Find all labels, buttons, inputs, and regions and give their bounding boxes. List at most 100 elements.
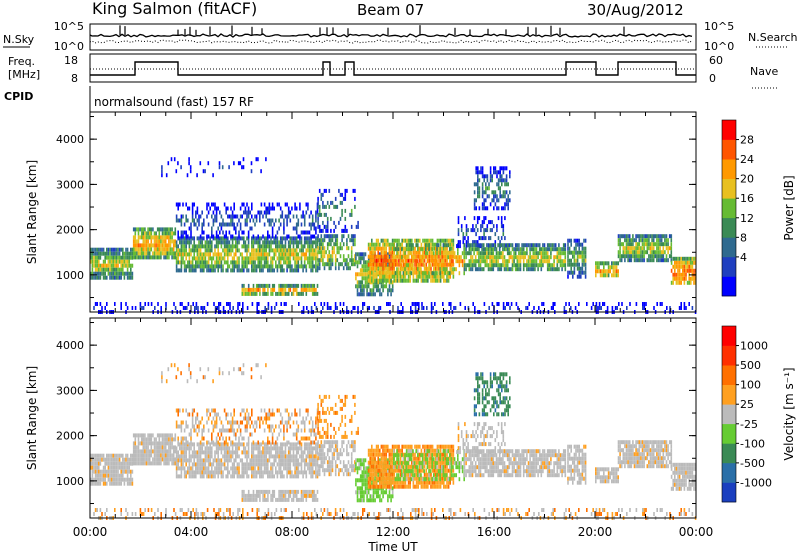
velocity-cell [99, 461, 102, 466]
velocity-cell [140, 433, 143, 438]
power-cell [371, 258, 373, 263]
power-cell [410, 271, 413, 276]
velocity-cell [252, 458, 255, 463]
power-cell [300, 236, 303, 241]
power-cell [163, 247, 165, 252]
power-cell [244, 256, 247, 261]
velocity-cell [251, 466, 253, 471]
power-cell [670, 280, 673, 285]
power-cell [492, 224, 495, 229]
power-cell [451, 270, 453, 275]
power-cell [317, 246, 319, 251]
velocity-cell [158, 453, 161, 458]
power-cell [342, 196, 345, 201]
velocity-cell [90, 461, 92, 466]
power-cell [380, 258, 383, 263]
power-cell [297, 260, 300, 265]
power-cell [420, 270, 423, 275]
power-cell [499, 186, 501, 191]
power-cell [90, 247, 92, 252]
power-cell [196, 206, 199, 211]
power-cell [366, 288, 368, 293]
power-cell [349, 266, 351, 271]
power-cell [648, 238, 650, 243]
power-cell [198, 256, 200, 261]
power-cell [182, 248, 184, 253]
velocity-cell [252, 466, 255, 471]
power-cell [287, 283, 290, 288]
power-cell [134, 227, 137, 232]
power-cell [391, 288, 394, 293]
velocity-cell [294, 466, 296, 471]
power-cell [356, 292, 359, 297]
power-cell [436, 243, 438, 248]
power-cell [262, 268, 264, 273]
power-cell [323, 238, 326, 243]
power-cell [271, 256, 274, 261]
velocity-cell [126, 461, 129, 466]
power-cell [470, 251, 472, 256]
velocity-cell [246, 458, 248, 463]
velocity-cell [101, 473, 103, 478]
power-cell [350, 208, 353, 213]
power-cell [611, 265, 613, 270]
power-cell [350, 254, 353, 259]
velocity-cell [155, 461, 157, 466]
power-cell [511, 255, 514, 260]
power-cell [581, 266, 584, 271]
power-cell [421, 255, 424, 260]
power-cell [621, 302, 623, 306]
power-cell [182, 214, 184, 219]
power-cell [286, 222, 288, 227]
power-cell [554, 255, 557, 260]
power-cell [533, 306, 535, 310]
power-cell [317, 216, 319, 221]
velocity-cell [166, 453, 169, 458]
power-cell [388, 242, 391, 247]
velocity-cell [117, 469, 119, 474]
power-cell [452, 238, 455, 243]
power-cell [646, 250, 649, 255]
power-cell [638, 238, 641, 243]
power-cell [263, 264, 266, 269]
power-cell [380, 270, 383, 275]
power-cell [367, 268, 370, 273]
power-cell [346, 228, 348, 233]
velocity-cell [183, 466, 186, 471]
power-cell [393, 278, 395, 283]
velocity-cell [196, 466, 199, 471]
power-cell [665, 238, 668, 243]
power-cell [385, 238, 387, 243]
velocity-cell [283, 466, 285, 471]
power-cell [243, 236, 245, 241]
power-cell [396, 238, 399, 243]
power-cell [624, 238, 626, 243]
velocity-cell [279, 454, 282, 459]
velocity-cell [96, 473, 98, 478]
power-cell [638, 242, 641, 247]
power-cell [641, 258, 644, 263]
power-cell [350, 238, 353, 243]
power-cell [193, 268, 195, 273]
velocity-cell [278, 446, 280, 451]
power-cell [657, 234, 660, 239]
power-cell [194, 306, 196, 310]
power-cell [472, 228, 474, 233]
power-cell [132, 235, 135, 240]
power-cell [441, 270, 443, 275]
freq-tick-top: 18 [64, 54, 78, 67]
power-cell [497, 263, 499, 268]
power-cell [114, 267, 116, 272]
velocity-cell [286, 470, 288, 475]
power-cell [485, 190, 487, 195]
power-cell [625, 254, 628, 259]
power-cell [318, 224, 321, 229]
power-cell [259, 252, 261, 257]
velocity-cell [284, 446, 287, 451]
power-cell [374, 250, 376, 255]
power-cell [643, 246, 645, 251]
power-cell [250, 161, 253, 166]
power-cell [147, 255, 149, 260]
velocity-cell [172, 457, 175, 462]
power-cell [193, 236, 195, 241]
